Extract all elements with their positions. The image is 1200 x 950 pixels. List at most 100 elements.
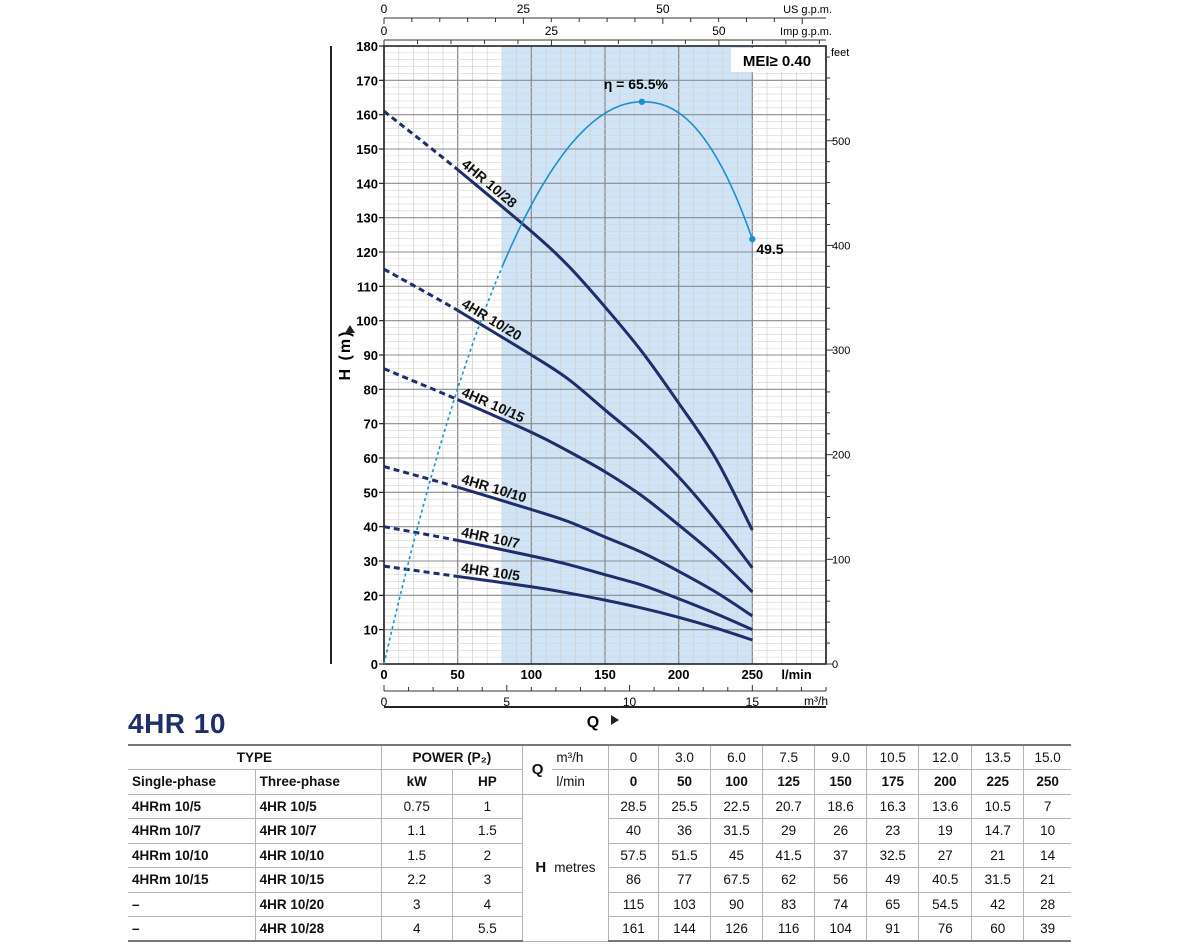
feet-tick-label: 0: [832, 659, 838, 671]
m3h-tick-label: 10: [623, 695, 637, 709]
x-unit-label: l/min: [781, 667, 811, 682]
three-phase-model: 4HR 10/5: [254, 793, 382, 819]
x-axis-arrow-icon: [611, 715, 619, 725]
y-tick-label: 70: [364, 417, 378, 432]
head-value: 28: [1023, 891, 1071, 917]
m3h-tick-label: 5: [503, 695, 510, 709]
feet-tick-label: 500: [832, 136, 850, 148]
y-axis-arrow-icon: [345, 325, 355, 333]
head-value: 67.5: [710, 867, 764, 893]
y-tick-label: 10: [364, 623, 378, 638]
single-phase-model: –: [128, 891, 256, 917]
pump-curve: [457, 538, 753, 632]
q-lmin-cell: 175: [866, 769, 920, 795]
efficiency-curve: [501, 101, 754, 268]
feet-tick-label: 400: [832, 240, 850, 252]
performance-table: TYPE POWER (P₂) Q m³/h 0 3.0 6.0 7.5 9.0…: [128, 744, 1071, 942]
efficiency-end-label: 49.5: [756, 241, 783, 257]
single-phase-model: 4HRm 10/5: [128, 793, 256, 819]
x-tick-label: 250: [741, 667, 763, 682]
x-tick-label: 200: [668, 667, 690, 682]
power-kw: 3: [380, 891, 453, 917]
head-value: 21: [971, 842, 1025, 868]
us-gpm-axis-unit: US g.p.m.: [783, 4, 832, 16]
head-value: 10.5: [971, 793, 1025, 819]
pump-curve-dashed: [383, 367, 459, 402]
q-lmin-cell: 100: [710, 769, 764, 795]
efficiency-curve-dashed: [383, 267, 503, 665]
head-value: 83: [762, 891, 816, 917]
head-value: 31.5: [971, 867, 1025, 893]
power-kw: 0.75: [380, 793, 453, 819]
y-tick-label: 110: [357, 279, 378, 294]
head-value: 90: [710, 891, 764, 917]
pump-curve-dashed: [383, 267, 459, 312]
m3h-tick-label: 15: [746, 695, 760, 709]
y-tick-label: 160: [356, 108, 378, 123]
power-header: POWER (P₂): [380, 744, 523, 770]
y-tick-label: 130: [356, 211, 378, 226]
head-value: 22.5: [710, 793, 764, 819]
power-kw: 2.2: [380, 867, 453, 893]
q-lmin-cell: 0: [607, 769, 660, 795]
pump-curve-dashed: [383, 465, 459, 489]
head-value: 26: [814, 818, 868, 844]
performance-chart: 0102030405060708090100110120130140150160…: [330, 2, 850, 731]
head-value: 40: [607, 818, 660, 844]
head-value: 32.5: [866, 842, 920, 868]
q-m3h-cell: 7.5: [762, 744, 816, 770]
y-tick-label: 50: [364, 485, 378, 500]
feet-tick-label: 100: [832, 554, 850, 566]
power-kw: 1.1: [380, 818, 453, 844]
pump-curve: [457, 485, 754, 618]
three-phase-model: 4HR 10/15: [254, 867, 382, 893]
q-m3h-cell: 15.0: [1023, 744, 1071, 770]
head-value: 23: [866, 818, 920, 844]
feet-tick-label: 200: [832, 450, 850, 462]
efficiency-end-dot: [749, 235, 756, 243]
head-value: 29: [762, 818, 816, 844]
head-value: 115: [607, 891, 660, 917]
m3h-axis-unit: m³/h: [804, 694, 828, 708]
lmin-label: l/min: [552, 769, 609, 795]
pump-curve-dashed: [383, 525, 458, 542]
q-m3h-cell: 0: [607, 744, 660, 770]
head-value: 45: [710, 842, 764, 868]
single-phase-model: 4HRm 10/10: [128, 842, 256, 868]
power-hp: 1.5: [451, 818, 523, 844]
head-value: 20.7: [762, 793, 816, 819]
head-value: 37: [814, 842, 868, 868]
q-m3h-cell: 9.0: [814, 744, 868, 770]
head-value: 19: [918, 818, 973, 844]
y-tick-label: 0: [371, 657, 378, 672]
single-phase-header: Single-phase: [128, 769, 256, 795]
q-lmin-cell: 125: [762, 769, 816, 795]
pump-curve-dashed: [383, 110, 459, 171]
power-hp: 3: [451, 867, 523, 893]
metres-label: metres: [554, 860, 596, 875]
imp-gpm-axis-unit: Imp g.p.m.: [780, 26, 832, 38]
head-value: 126: [710, 916, 764, 942]
q-lmin-cell: 200: [918, 769, 973, 795]
y-tick-label: 140: [356, 176, 378, 191]
q-m3h-cell: 10.5: [866, 744, 920, 770]
power-kw: 1.5: [380, 842, 453, 868]
q-lmin-cell: 250: [1023, 769, 1071, 795]
three-phase-header: Three-phase: [254, 769, 382, 795]
y-tick-label: 90: [364, 348, 378, 363]
head-value: 74: [814, 891, 868, 917]
power-hp: 5.5: [451, 916, 523, 942]
q-lmin-cell: 50: [657, 769, 712, 795]
head-value: 62: [762, 867, 816, 893]
three-phase-model: 4HR 10/28: [254, 916, 382, 942]
y-tick-label: 80: [364, 382, 378, 397]
head-value: 56: [814, 867, 868, 893]
head-value: 116: [762, 916, 816, 942]
head-value: 18.6: [814, 793, 868, 819]
head-value: 42: [971, 891, 1025, 917]
q-m3h-cell: 13.5: [971, 744, 1025, 770]
feet-tick-label: 300: [832, 345, 850, 357]
q-m3h-cell: 12.0: [918, 744, 973, 770]
type-header: TYPE: [128, 744, 382, 770]
